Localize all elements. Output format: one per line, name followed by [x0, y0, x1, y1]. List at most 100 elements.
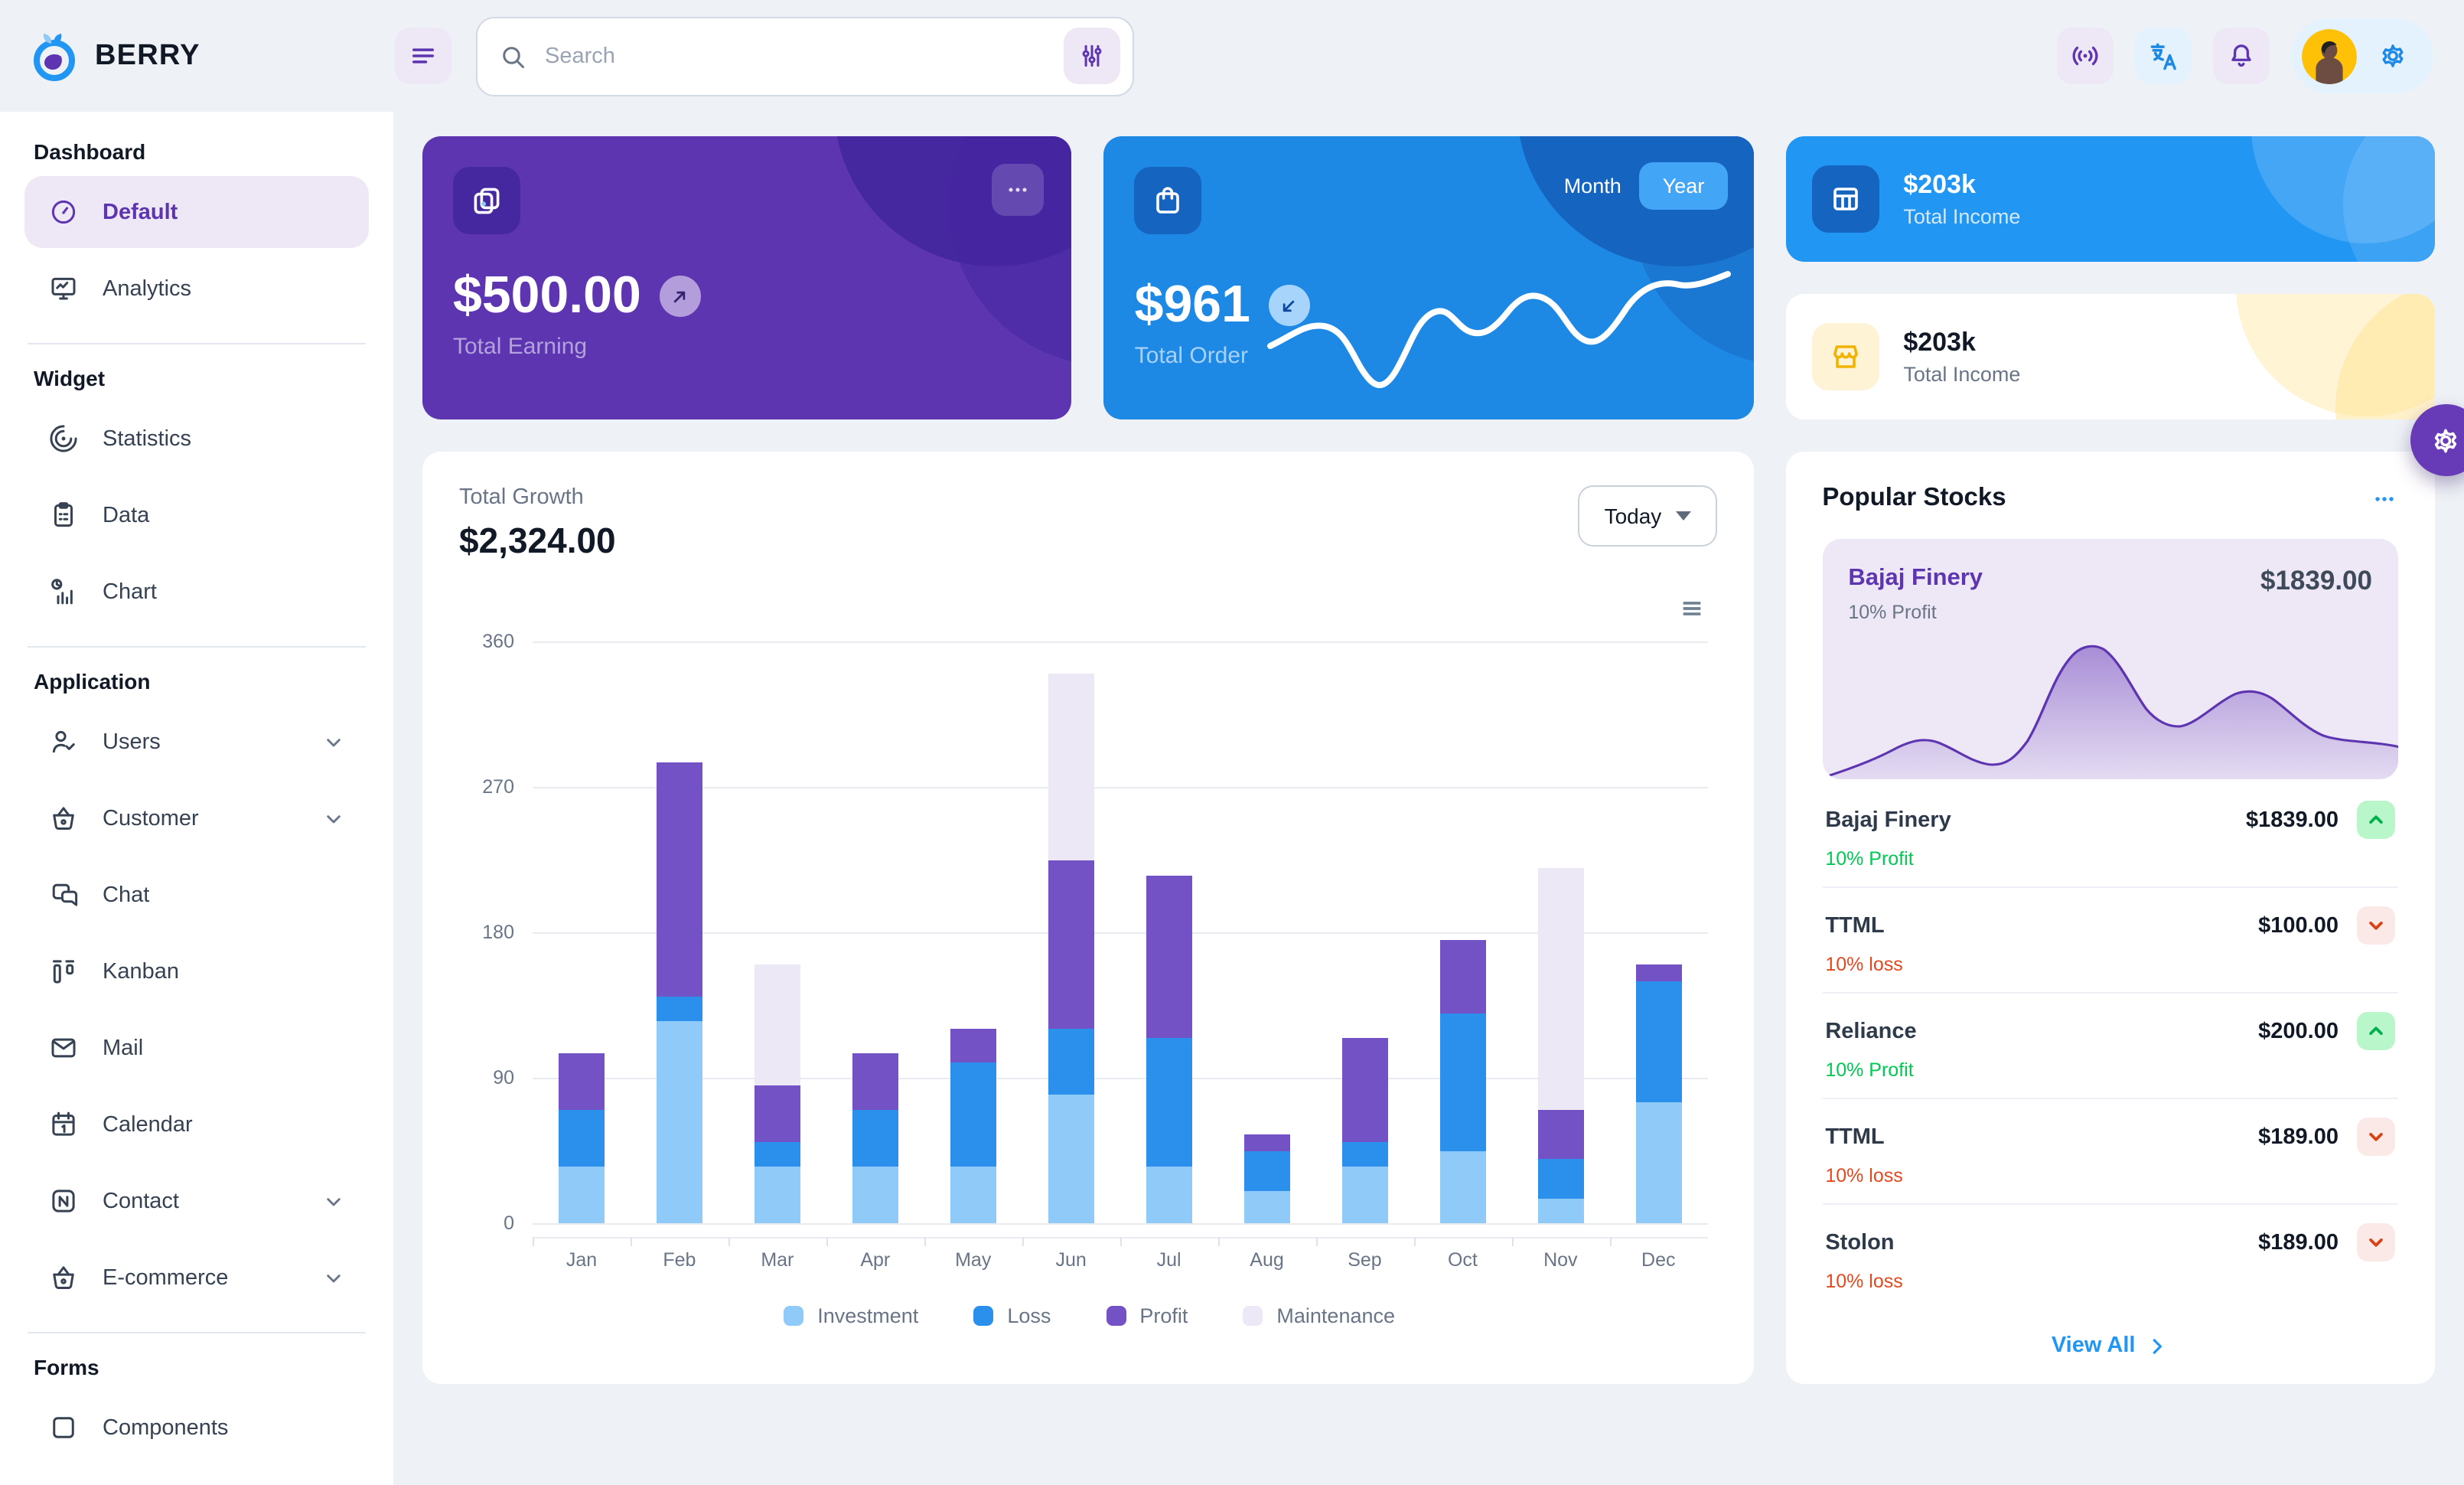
sidebar-item-statistics[interactable]: Statistics: [24, 403, 369, 475]
stock-row-ttml[interactable]: TTML $100.00 10% loss: [1822, 888, 2398, 994]
bar-segment-profit[interactable]: [558, 1053, 605, 1111]
card-menu-button[interactable]: [992, 164, 1045, 216]
legend-item-maintenance[interactable]: Maintenance: [1243, 1304, 1395, 1327]
bar-segment-profit[interactable]: [1243, 1134, 1290, 1151]
bar-segment-loss[interactable]: [1439, 1013, 1486, 1150]
stock-row-ttml[interactable]: TTML $189.00 10% loss: [1822, 1099, 2398, 1205]
bar-segment-investment[interactable]: [754, 1167, 800, 1223]
sidebar-item-chat[interactable]: Chat: [24, 859, 369, 931]
bar-segment-profit[interactable]: [754, 1085, 800, 1143]
bar-stack-jan[interactable]: [558, 1053, 605, 1223]
bar-segment-investment[interactable]: [1341, 1167, 1388, 1223]
bar-segment-investment[interactable]: [1048, 1094, 1094, 1223]
bar-segment-profit[interactable]: [1048, 860, 1094, 1030]
customize-fab-button[interactable]: [2410, 404, 2464, 476]
sidebar-item-kanban[interactable]: Kanban: [24, 935, 369, 1007]
bar-stack-dec[interactable]: [1635, 964, 1682, 1223]
chevron-down-icon[interactable]: [2357, 906, 2395, 945]
sidebar-item-components[interactable]: Components: [24, 1392, 369, 1464]
bar-segment-profit[interactable]: [1537, 1110, 1584, 1159]
chart-menu-icon[interactable]: [1678, 596, 1704, 622]
legend-item-investment[interactable]: Investment: [784, 1304, 918, 1327]
bar-stack-sep[interactable]: [1341, 1037, 1388, 1223]
bar-segment-maintenance[interactable]: [1048, 674, 1094, 860]
x-axis-tick-label: Oct: [1413, 1237, 1511, 1271]
notifications-live-button[interactable]: [2057, 28, 2114, 84]
bar-segment-profit[interactable]: [1341, 1037, 1388, 1143]
trend-badge[interactable]: [1268, 285, 1310, 326]
bar-segment-profit[interactable]: [1635, 964, 1682, 981]
bar-segment-loss[interactable]: [558, 1110, 605, 1167]
chevron-down-icon[interactable]: [2357, 1118, 2395, 1156]
bar-segment-profit[interactable]: [1439, 940, 1486, 1013]
stocks-menu-button[interactable]: [2371, 485, 2398, 512]
period-select[interactable]: Today: [1578, 485, 1717, 547]
bar-segment-investment[interactable]: [1439, 1150, 1486, 1223]
chevron-up-icon[interactable]: [2357, 1012, 2395, 1050]
bar-segment-investment[interactable]: [950, 1167, 996, 1223]
bar-segment-loss[interactable]: [656, 997, 702, 1022]
bar-segment-loss[interactable]: [1341, 1142, 1388, 1167]
bar-segment-loss[interactable]: [852, 1110, 898, 1167]
profile-menu-button[interactable]: [2291, 18, 2433, 93]
bar-segment-investment[interactable]: [852, 1167, 898, 1223]
legend-item-profit[interactable]: Profit: [1106, 1304, 1188, 1327]
sidebar-item-chart[interactable]: Chart: [24, 556, 369, 628]
bar-segment-loss[interactable]: [950, 1062, 996, 1167]
bar-segment-profit[interactable]: [852, 1053, 898, 1111]
sidebar-toggle-button[interactable]: [395, 28, 451, 84]
sidebar-item-calendar[interactable]: Calendar: [24, 1088, 369, 1160]
year-toggle-button[interactable]: Year: [1639, 162, 1728, 210]
search-filter-button[interactable]: [1064, 28, 1120, 84]
bar-segment-investment[interactable]: [1146, 1167, 1192, 1223]
sidebar-item-default[interactable]: Default: [24, 176, 369, 248]
view-all-button[interactable]: View All: [1822, 1314, 2398, 1363]
bar-stack-oct[interactable]: [1439, 940, 1486, 1223]
bar-segment-investment[interactable]: [1635, 1102, 1682, 1223]
bar-segment-investment[interactable]: [558, 1167, 605, 1223]
bar-stack-may[interactable]: [950, 1029, 996, 1223]
notifications-button[interactable]: [2213, 28, 2270, 84]
bar-segment-profit[interactable]: [1146, 876, 1192, 1038]
bar-segment-loss[interactable]: [1243, 1150, 1290, 1191]
bar-segment-profit[interactable]: [950, 1029, 996, 1062]
featured-stock-card[interactable]: Bajaj Finery 10% Profit $1839.00: [1822, 539, 2398, 779]
month-toggle-button[interactable]: Month: [1563, 175, 1621, 197]
bar-stack-jul[interactable]: [1146, 876, 1192, 1223]
bar-segment-loss[interactable]: [754, 1142, 800, 1167]
brand[interactable]: BERRY: [28, 30, 395, 82]
sidebar-item-users[interactable]: Users: [24, 706, 369, 778]
stock-row-reliance[interactable]: Reliance $200.00 10% Profit: [1822, 994, 2398, 1099]
bar-stack-jun[interactable]: [1048, 674, 1094, 1223]
bar-segment-investment[interactable]: [656, 1021, 702, 1223]
bar-segment-investment[interactable]: [1537, 1199, 1584, 1223]
trend-badge[interactable]: [659, 276, 701, 317]
bar-segment-loss[interactable]: [1146, 1037, 1192, 1167]
bar-stack-feb[interactable]: [656, 762, 702, 1223]
bar-stack-aug[interactable]: [1243, 1134, 1290, 1223]
sidebar-item-analytics[interactable]: Analytics: [24, 253, 369, 325]
bar-stack-mar[interactable]: [754, 964, 800, 1223]
sidebar-item-customer[interactable]: Customer: [24, 782, 369, 854]
language-button[interactable]: [2135, 28, 2192, 84]
sidebar-item-contact[interactable]: Contact: [24, 1165, 369, 1237]
sidebar-item-e-commerce[interactable]: E-commerce: [24, 1242, 369, 1314]
bar-stack-nov[interactable]: [1537, 867, 1584, 1223]
stock-row-stolon[interactable]: Stolon $189.00 10% loss: [1822, 1205, 2398, 1309]
chevron-down-icon[interactable]: [2357, 1223, 2395, 1261]
legend-item-loss[interactable]: Loss: [973, 1304, 1051, 1327]
stock-row-bajaj-finery[interactable]: Bajaj Finery $1839.00 10% Profit: [1822, 782, 2398, 888]
bar-segment-loss[interactable]: [1048, 1029, 1094, 1095]
bar-segment-loss[interactable]: [1537, 1158, 1584, 1199]
search-input[interactable]: [542, 42, 1048, 70]
chevron-up-icon[interactable]: [2357, 801, 2395, 839]
bar-segment-maintenance[interactable]: [1537, 867, 1584, 1111]
total-order-label: Total Order: [1134, 343, 1249, 369]
sidebar-item-data[interactable]: Data: [24, 479, 369, 551]
sidebar-item-mail[interactable]: Mail: [24, 1012, 369, 1084]
bar-segment-maintenance[interactable]: [754, 964, 800, 1086]
bar-stack-apr[interactable]: [852, 1053, 898, 1223]
bar-segment-loss[interactable]: [1635, 981, 1682, 1102]
bar-segment-investment[interactable]: [1243, 1190, 1290, 1223]
bar-segment-profit[interactable]: [656, 762, 702, 997]
